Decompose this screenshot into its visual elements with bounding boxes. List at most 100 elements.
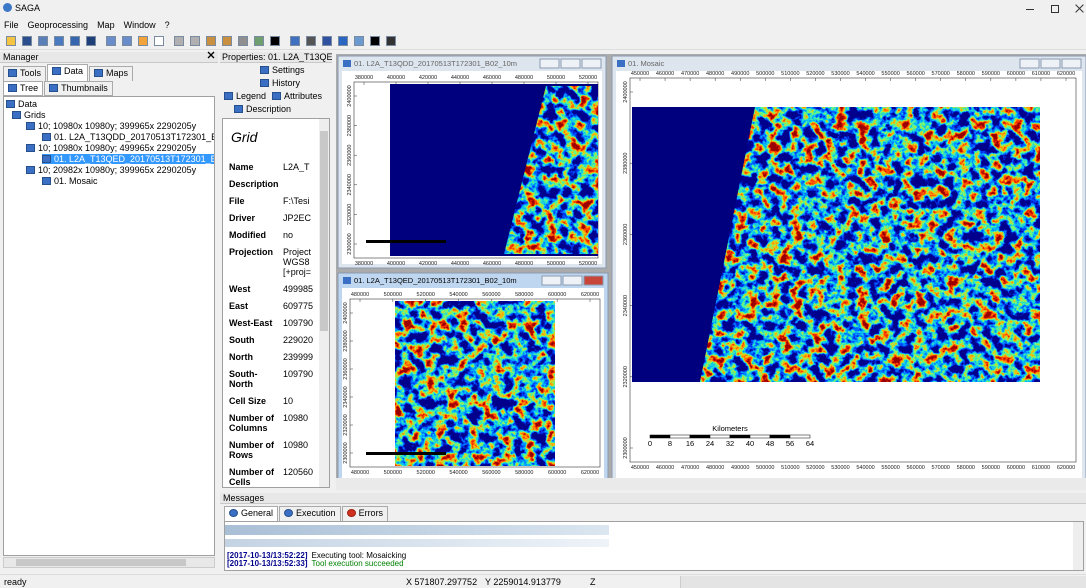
menu-item[interactable]: Map — [97, 20, 115, 30]
v-scrollbar[interactable] — [319, 119, 329, 487]
menu-item[interactable]: Window — [123, 20, 156, 30]
close-button[interactable] — [207, 51, 215, 59]
tree-item[interactable]: 01. L2A_T13QED_20170513T172301_B02_ — [42, 154, 214, 164]
maximize-button[interactable] — [1050, 4, 1060, 13]
scale-segment — [689, 434, 711, 439]
tool-button[interactable] — [338, 36, 348, 46]
y-tick-label: 2340000 — [623, 295, 629, 316]
property-row: North 239999 — [223, 349, 319, 366]
tool-button[interactable] — [354, 36, 364, 46]
y-tick-label: 2340000 — [347, 174, 353, 195]
property-row: Projection Project WGS8 [+proj= — [223, 244, 319, 281]
window-button[interactable] — [581, 58, 602, 69]
status-x: X 571807.297752 — [406, 577, 478, 587]
y-tick-label: 2300000 — [343, 442, 349, 463]
log-line: [2017-10-13/13:52:33] Tool execution succ… — [227, 560, 404, 568]
prop-button[interactable]: Legend — [224, 91, 266, 101]
tool-button[interactable] — [70, 36, 80, 46]
tool-button[interactable] — [270, 36, 280, 46]
v-scrollbar[interactable] — [1073, 522, 1083, 570]
property-label: Projection — [229, 247, 274, 257]
tool-button[interactable] — [386, 36, 396, 46]
value-line: [+proj= — [283, 267, 312, 277]
tool-button[interactable] — [190, 36, 200, 46]
tab[interactable]: General — [224, 506, 279, 521]
x-tick-label: 600000 — [1007, 465, 1025, 471]
tree-item[interactable]: 01. L2A_T13QDD_20170513T172301_B02_ — [42, 132, 214, 142]
scale-segment — [709, 434, 731, 439]
x-tick-label: 540000 — [856, 71, 874, 77]
window-button[interactable] — [541, 275, 562, 286]
menu-item[interactable]: File — [4, 20, 19, 30]
tool-button[interactable] — [206, 36, 216, 46]
tool-button[interactable] — [174, 36, 184, 46]
tab[interactable]: Maps — [89, 66, 134, 81]
x-tick-label: 600000 — [548, 292, 566, 298]
tool-button[interactable] — [370, 36, 380, 46]
tool-button[interactable] — [86, 36, 96, 46]
menu-item[interactable]: Geoprocessing — [27, 20, 89, 30]
tool-button[interactable] — [22, 36, 32, 46]
tool-button[interactable] — [138, 36, 148, 46]
tool-button[interactable] — [306, 36, 316, 46]
tree-label: 10; 20982x 10980y; 399965x 2290205y — [38, 165, 197, 175]
x-tick-label: 580000 — [957, 71, 975, 77]
window-button[interactable] — [562, 275, 583, 286]
tab[interactable]: Data — [47, 64, 89, 81]
property-row: East 609775 — [223, 298, 319, 315]
prop-button[interactable]: History — [260, 78, 300, 88]
minimize-button[interactable] — [1025, 4, 1035, 13]
property-label: North — [229, 352, 253, 362]
prop-button[interactable]: Attributes — [272, 91, 322, 101]
tab[interactable]: Tools — [3, 66, 47, 81]
properties-panel: Properties: 01. L2A_T13QED.. Settings Hist… — [220, 52, 332, 490]
window-button[interactable] — [560, 58, 581, 69]
window-button[interactable] — [583, 275, 604, 286]
menu-item[interactable]: ? — [164, 20, 170, 30]
tree-item[interactable]: 10; 20982x 10980y; 399965x 2290205y — [26, 165, 196, 175]
y-tick-label: 2340000 — [343, 386, 349, 407]
y-tick-label: 2380000 — [343, 330, 349, 351]
tree-item[interactable]: Data — [6, 99, 37, 109]
window-button[interactable] — [1040, 58, 1061, 69]
window-button[interactable] — [1019, 58, 1040, 69]
window-button[interactable] — [539, 58, 560, 69]
tool-button[interactable] — [54, 36, 64, 46]
prop-button[interactable]: Settings — [260, 65, 305, 75]
window-button[interactable] — [1061, 58, 1082, 69]
x-tick-label: 460000 — [483, 261, 501, 267]
tool-button[interactable] — [290, 36, 300, 46]
h-scrollbar[interactable] — [3, 557, 215, 568]
tab[interactable]: Errors — [341, 506, 389, 521]
tree-item[interactable]: Grids — [12, 110, 46, 120]
scale-label: 48 — [766, 439, 774, 448]
property-row: West-East 109790 — [223, 315, 319, 332]
tool-button[interactable] — [222, 36, 232, 46]
tool-button[interactable] — [154, 36, 164, 46]
x-tick-label: 490000 — [731, 71, 749, 77]
prop-button[interactable]: Description — [234, 104, 291, 114]
h-scrollbar[interactable] — [336, 478, 1086, 490]
close-button[interactable] — [1075, 4, 1085, 13]
tab[interactable]: Execution — [279, 506, 341, 521]
y-tick-label: 2300000 — [623, 437, 629, 458]
x-tick-label: 500000 — [384, 292, 402, 298]
tree-item[interactable]: 01. Mosaic — [42, 176, 98, 186]
tool-button[interactable] — [38, 36, 48, 46]
view-tab[interactable]: Tree — [3, 81, 44, 96]
panel-header: Messages — [220, 493, 1086, 504]
tool-button[interactable] — [238, 36, 248, 46]
property-label: Number of Columns — [229, 413, 274, 433]
tool-button[interactable] — [322, 36, 332, 46]
tool-button[interactable] — [254, 36, 264, 46]
view-tab[interactable]: Thumbnails — [44, 81, 113, 96]
tool-button[interactable] — [122, 36, 132, 46]
scale-segment — [649, 434, 671, 439]
tree-item[interactable]: 10; 10980x 10980y; 399965x 2290205y — [26, 121, 196, 131]
tree-item[interactable]: 10; 10980x 10980y; 499965x 2290205y — [26, 143, 196, 153]
tool-button[interactable] — [106, 36, 116, 46]
x-tick-label: 380000 — [355, 75, 373, 81]
status-z: Z — [590, 577, 596, 587]
x-tick-label: 540000 — [449, 292, 467, 298]
tool-button[interactable] — [6, 36, 16, 46]
